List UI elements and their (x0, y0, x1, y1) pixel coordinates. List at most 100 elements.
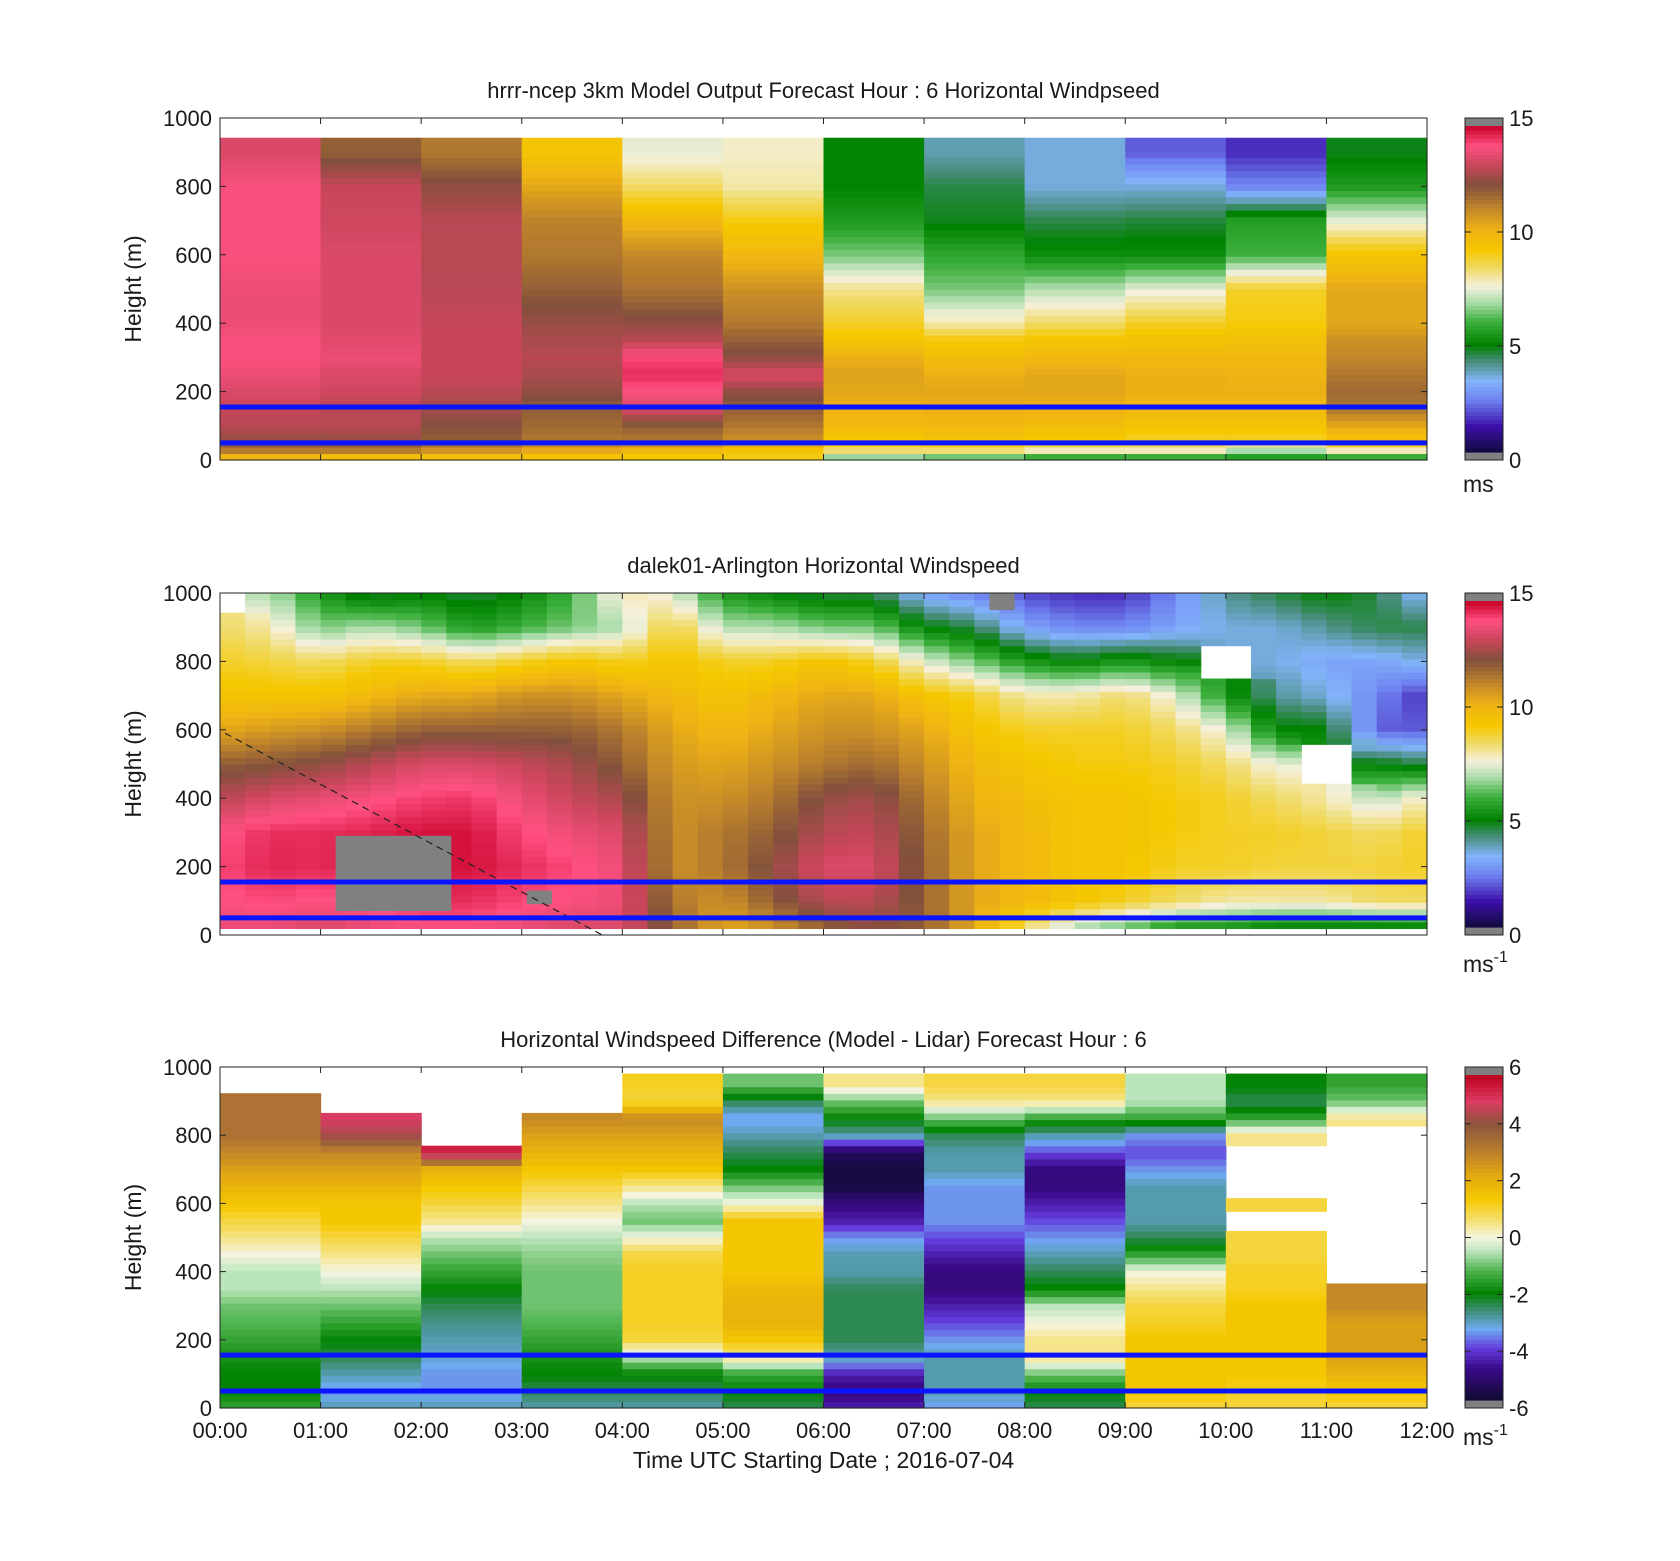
heatmap-cell (848, 836, 875, 844)
heatmap-cell (898, 875, 925, 883)
heatmap-cell (622, 1152, 724, 1160)
heatmap-cell (1225, 823, 1252, 831)
colorbar-segment (1465, 329, 1503, 335)
heatmap-cell (1074, 757, 1101, 765)
heatmap-cell (974, 856, 1001, 864)
heatmap-cell (1301, 856, 1328, 864)
heatmap-cell (924, 1185, 1026, 1193)
heatmap-cell (396, 750, 422, 759)
heatmap-cell (898, 645, 925, 653)
heatmap-cell (1301, 632, 1328, 640)
heatmap-cell (1049, 869, 1076, 877)
heatmap-cell (1276, 803, 1302, 811)
heatmap-cell (647, 737, 674, 745)
heatmap-cell (1301, 875, 1328, 883)
heatmap-cell (521, 678, 548, 686)
heatmap-cell (1200, 816, 1227, 824)
heatmap-cell (647, 777, 674, 785)
heatmap-cell (647, 764, 674, 772)
heatmap-cell (773, 869, 799, 877)
heatmap-cell (873, 816, 900, 824)
heatmap-cell (521, 731, 548, 739)
heatmap-cell (1200, 849, 1227, 857)
heatmap-cell (1351, 744, 1378, 752)
heatmap-cell (320, 921, 347, 930)
heatmap-cell (1150, 625, 1177, 634)
heatmap-cell (924, 282, 1026, 290)
heatmap-cell (245, 619, 271, 627)
heatmap-cell (823, 229, 925, 237)
heatmap-cell (1326, 612, 1353, 620)
heatmap-cell (848, 731, 875, 739)
heatmap-cell (1301, 724, 1328, 732)
heatmap-cell (245, 665, 271, 673)
heatmap-cell (748, 829, 774, 837)
heatmap-cell (370, 593, 397, 601)
heatmap-cell (1225, 361, 1328, 369)
heatmap-cell (823, 1093, 925, 1101)
colorbar-segment (1465, 280, 1503, 286)
heatmap-cell (521, 177, 623, 185)
heatmap-cell (270, 731, 297, 739)
heatmap-cell (949, 678, 975, 686)
heatmap-cell (1125, 1355, 1227, 1363)
heatmap-cell (1276, 777, 1302, 785)
heatmap-cell (672, 731, 699, 739)
colorbar-segment (1465, 910, 1503, 916)
heatmap-cell (748, 757, 774, 765)
heatmap-cell (1326, 446, 1428, 455)
heatmap-cell (622, 321, 724, 330)
heatmap-cell (546, 810, 573, 818)
heatmap-cell (622, 1119, 724, 1127)
heatmap-cell (949, 816, 975, 824)
heatmap-cell (1225, 137, 1328, 145)
heatmap-cell (521, 269, 623, 277)
heatmap-cell (1100, 908, 1126, 916)
heatmap-cell (245, 803, 271, 811)
heatmap-cell (1376, 671, 1403, 680)
heatmap-cell (421, 704, 447, 712)
colorbar-segment (1465, 191, 1503, 196)
colorbar-segment (1465, 1249, 1503, 1255)
heatmap-cell (1276, 895, 1302, 903)
heatmap-cell (672, 856, 699, 864)
heatmap-cell (1125, 1322, 1227, 1330)
heatmap-cell (924, 625, 950, 634)
heatmap-cell (1175, 856, 1202, 864)
colorbar-segment (1465, 1119, 1503, 1125)
heatmap-cell (722, 1230, 825, 1239)
heatmap-cell (320, 1126, 422, 1134)
heatmap-cell (1024, 724, 1051, 732)
heatmap-cell (1225, 1329, 1328, 1337)
heatmap-cell (1376, 882, 1403, 890)
heatmap-cell (622, 612, 649, 620)
heatmap-cell (1326, 157, 1428, 165)
heatmap-cell (521, 1303, 623, 1311)
colorbar-tick-label: 2 (1509, 1169, 1521, 1194)
heatmap-cell (974, 902, 1001, 910)
heatmap-cell (496, 625, 523, 634)
heatmap-cell (949, 652, 975, 660)
heatmap-cell (823, 888, 850, 897)
heatmap-cell (1024, 1303, 1126, 1311)
heatmap-cell (220, 1401, 322, 1409)
colorbar-segment (1465, 183, 1503, 188)
heatmap-cell (220, 446, 322, 455)
heatmap-cell (848, 882, 875, 890)
heatmap-cell (220, 1296, 322, 1304)
heatmap-cell (597, 671, 623, 680)
colorbar-segment (1465, 203, 1503, 209)
heatmap-cell (546, 836, 573, 844)
colorbar-segment (1465, 1391, 1503, 1397)
heatmap-cell (396, 731, 422, 739)
heatmap-cell (1401, 856, 1428, 864)
heatmap-cell (446, 777, 473, 785)
colorbar-segment (1465, 130, 1503, 135)
heatmap-cell (245, 750, 271, 759)
heatmap-cell (622, 328, 724, 336)
heatmap-cell (1200, 698, 1227, 706)
heatmap-cell (1301, 816, 1328, 824)
heatmap-cell (924, 335, 1026, 343)
heatmap-cell (295, 606, 322, 614)
heatmap-cell (622, 413, 724, 422)
